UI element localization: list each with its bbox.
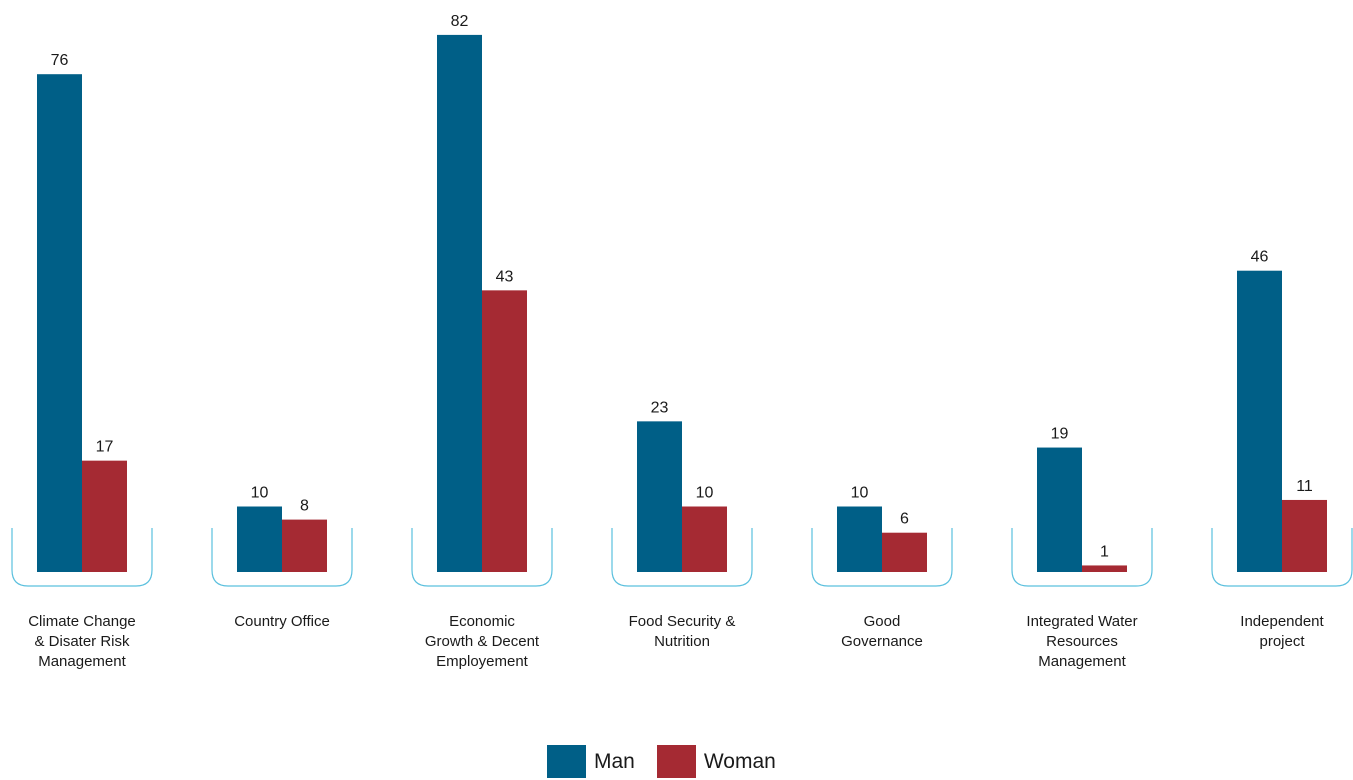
category-label: Integrated Water Resources Management (1026, 613, 1137, 670)
legend-swatch-man (547, 745, 586, 778)
legend-item-man: Man (547, 745, 635, 778)
data-label-woman: 17 (96, 439, 114, 456)
category-label-line: Resources (1046, 633, 1118, 650)
data-label-woman: 10 (696, 485, 714, 502)
category-label-line: Nutrition (654, 633, 710, 650)
bar-man (837, 506, 882, 572)
category-label: Economic Growth & Decent Employement (425, 613, 540, 670)
data-label-woman: 11 (1296, 478, 1313, 495)
group-bracket (211, 528, 353, 587)
data-label-woman: 6 (900, 511, 909, 528)
category-label: Country Office (234, 613, 330, 630)
category-label-line: Food Security & (629, 613, 736, 630)
group-bracket (611, 528, 753, 587)
legend-swatch-woman (656, 745, 696, 778)
data-label-man: 10 (851, 485, 869, 502)
bar-woman (682, 506, 727, 572)
data-label-woman: 8 (300, 498, 309, 515)
data-label-woman: 1 (1100, 543, 1109, 560)
category-label-line: Governance (841, 633, 923, 650)
data-label-woman: 43 (496, 268, 514, 285)
data-label-man: 19 (1051, 426, 1069, 443)
data-label-man: 82 (451, 13, 469, 30)
bar-man (1237, 270, 1282, 572)
data-label-man: 46 (1251, 249, 1269, 266)
category-label-line: Management (38, 653, 126, 670)
category-label: Good Governance (841, 613, 923, 650)
group-bracket (811, 528, 953, 587)
group-bracket (1211, 528, 1353, 587)
bar-man (437, 34, 482, 572)
category-label-line: Good (864, 613, 901, 630)
legend-label-woman: Woman (703, 749, 776, 773)
category-label-line: Country Office (234, 613, 330, 630)
bar-woman (282, 519, 327, 572)
legend: Man Woman (547, 745, 798, 778)
category-label-line: Management (1038, 653, 1126, 670)
data-label-man: 76 (51, 52, 69, 69)
data-label-man: 23 (651, 399, 669, 416)
bar-woman (482, 290, 527, 572)
category-label-line: Employement (436, 653, 529, 670)
group-bracket (411, 528, 553, 587)
category-label-line: & Disater Risk (34, 633, 130, 650)
bar-woman (1082, 565, 1127, 572)
legend-item-woman: Woman (656, 745, 776, 778)
bar-chart: 76 17 Climate Change & Disater Risk Manageme… (11, 13, 1353, 670)
legend-label-man: Man (594, 749, 635, 773)
category-label: Climate Change & Disater Risk Management (28, 613, 136, 670)
group-bracket (11, 528, 153, 587)
category-label-line: Climate Change (28, 613, 136, 630)
category-label-line: Integrated Water (1026, 613, 1137, 630)
bar-woman (82, 460, 127, 572)
category-label: Food Security & Nutrition (629, 613, 736, 650)
category-label-line: Independent (1240, 613, 1324, 630)
bar-man (637, 421, 682, 572)
category-label-line: Economic (449, 613, 515, 630)
data-label-man: 10 (251, 485, 269, 502)
bar-woman (1282, 499, 1327, 572)
bar-man (237, 506, 282, 572)
group-bracket (1011, 528, 1153, 587)
category-label: Independent project (1240, 613, 1324, 650)
category-label-line: project (1259, 633, 1305, 650)
bar-woman (882, 532, 927, 572)
bar-man (1037, 447, 1082, 572)
category-label-line: Growth & Decent (425, 633, 540, 650)
bar-man (37, 74, 82, 572)
